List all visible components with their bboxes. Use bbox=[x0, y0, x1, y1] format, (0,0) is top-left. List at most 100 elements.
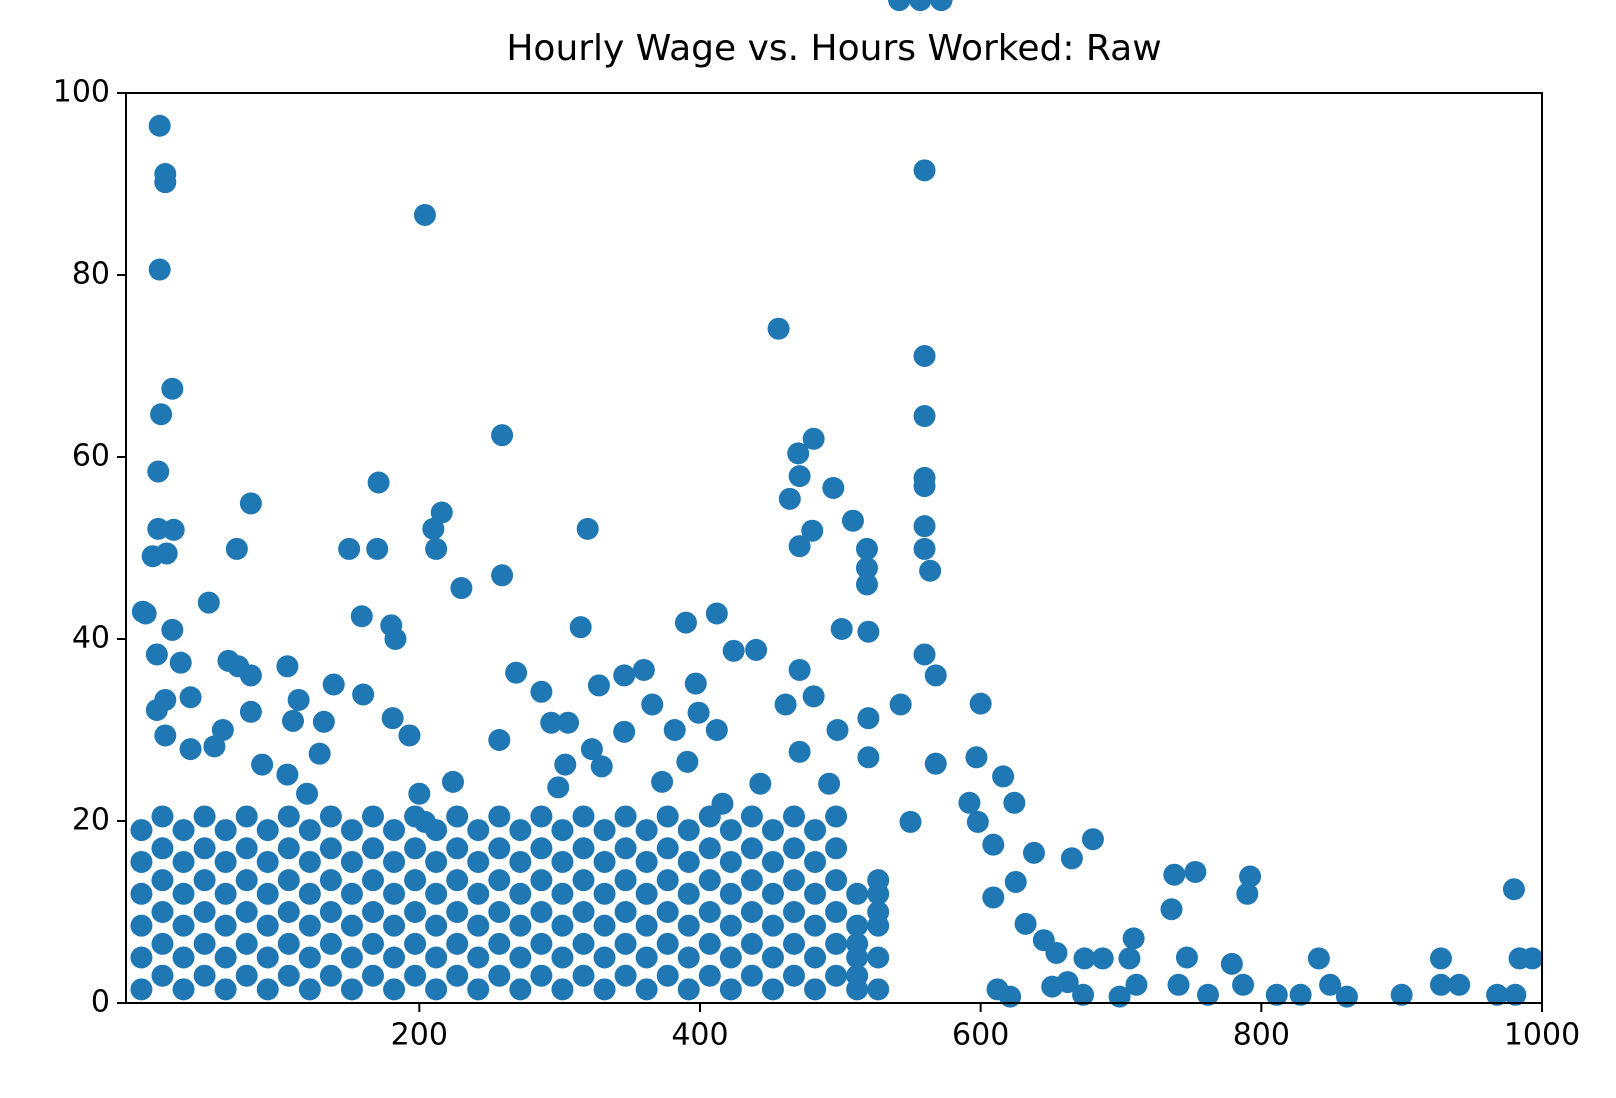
points bbox=[130, 0, 1544, 1008]
point bbox=[982, 833, 1005, 856]
point bbox=[352, 683, 375, 706]
point bbox=[1265, 983, 1288, 1006]
point bbox=[404, 805, 427, 828]
point bbox=[677, 819, 700, 842]
point bbox=[802, 427, 825, 450]
point bbox=[1236, 882, 1259, 905]
point bbox=[1175, 946, 1198, 969]
point bbox=[509, 946, 532, 969]
point bbox=[841, 509, 864, 532]
point bbox=[1502, 878, 1525, 901]
point bbox=[509, 882, 532, 905]
point bbox=[404, 837, 427, 860]
point bbox=[193, 964, 216, 987]
point bbox=[676, 750, 699, 773]
point bbox=[446, 837, 469, 860]
point bbox=[381, 707, 404, 730]
point bbox=[830, 617, 853, 640]
point bbox=[913, 537, 936, 560]
point bbox=[488, 964, 511, 987]
point bbox=[162, 518, 185, 541]
point bbox=[361, 964, 384, 987]
point bbox=[788, 465, 811, 488]
point bbox=[530, 869, 553, 892]
point bbox=[855, 537, 878, 560]
point bbox=[1108, 985, 1131, 1008]
point bbox=[641, 693, 664, 716]
point bbox=[613, 720, 636, 743]
point bbox=[825, 869, 848, 892]
point bbox=[913, 643, 936, 666]
point bbox=[913, 344, 936, 367]
point bbox=[1122, 927, 1145, 950]
point bbox=[151, 837, 174, 860]
point bbox=[804, 946, 827, 969]
point bbox=[656, 837, 679, 860]
point bbox=[172, 850, 195, 873]
point bbox=[614, 964, 637, 987]
point bbox=[298, 946, 321, 969]
point bbox=[488, 932, 511, 955]
point bbox=[322, 673, 345, 696]
point bbox=[572, 964, 595, 987]
point bbox=[235, 837, 258, 860]
point bbox=[846, 932, 869, 955]
x-tick-label: 200 bbox=[391, 1018, 448, 1053]
point bbox=[425, 946, 448, 969]
point bbox=[557, 711, 580, 734]
point bbox=[684, 672, 707, 695]
point bbox=[804, 914, 827, 937]
point bbox=[383, 882, 406, 905]
point bbox=[413, 203, 436, 226]
point bbox=[488, 729, 511, 752]
point bbox=[298, 882, 321, 905]
point bbox=[788, 535, 811, 558]
point bbox=[719, 914, 742, 937]
point bbox=[256, 850, 279, 873]
point bbox=[919, 559, 942, 582]
point bbox=[1118, 947, 1141, 970]
point bbox=[635, 978, 658, 1001]
point bbox=[130, 850, 153, 873]
point bbox=[277, 837, 300, 860]
point bbox=[1163, 863, 1186, 886]
point bbox=[572, 932, 595, 955]
point bbox=[899, 810, 922, 833]
point bbox=[430, 501, 453, 524]
point bbox=[509, 819, 532, 842]
point bbox=[130, 946, 153, 969]
point bbox=[361, 805, 384, 828]
point bbox=[145, 698, 168, 721]
point bbox=[256, 914, 279, 937]
point bbox=[338, 537, 361, 560]
point bbox=[867, 914, 890, 937]
point bbox=[404, 869, 427, 892]
point bbox=[361, 869, 384, 892]
point bbox=[214, 882, 237, 905]
point bbox=[656, 901, 679, 923]
point bbox=[276, 655, 299, 678]
y-tick-label: 0 bbox=[91, 985, 110, 1020]
point bbox=[719, 882, 742, 905]
point bbox=[913, 159, 936, 182]
point bbox=[572, 869, 595, 892]
point bbox=[235, 932, 258, 955]
point bbox=[965, 746, 988, 769]
point bbox=[867, 978, 890, 1001]
point bbox=[719, 978, 742, 1001]
point bbox=[656, 805, 679, 828]
point bbox=[913, 405, 936, 428]
point bbox=[740, 869, 763, 892]
point bbox=[1319, 973, 1342, 996]
point bbox=[467, 882, 490, 905]
point bbox=[197, 591, 220, 614]
point bbox=[1167, 973, 1190, 996]
point bbox=[404, 932, 427, 955]
point bbox=[572, 837, 595, 860]
point bbox=[404, 901, 427, 923]
point bbox=[150, 403, 173, 426]
point bbox=[383, 978, 406, 1001]
point bbox=[614, 932, 637, 955]
point bbox=[276, 763, 299, 786]
point bbox=[761, 819, 784, 842]
